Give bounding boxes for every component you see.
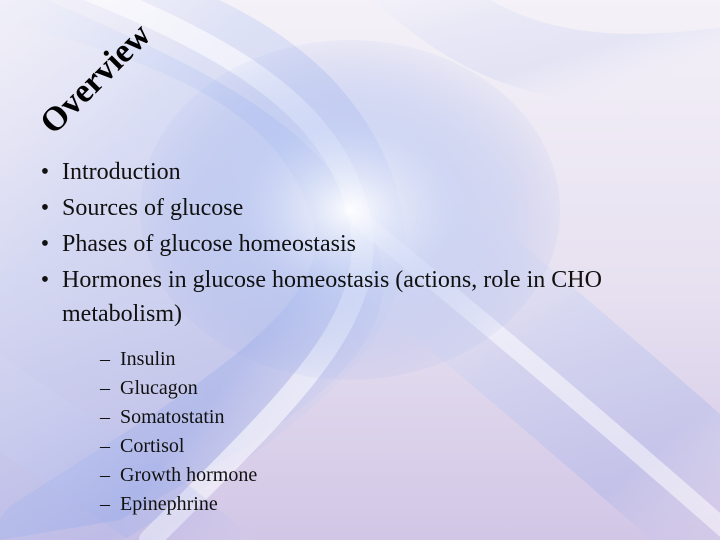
bullet-text: Phases of glucose homeostasis	[62, 227, 356, 261]
bullet-marker: •	[28, 155, 62, 189]
sub-bullet-text: Glucagon	[120, 374, 198, 402]
sub-bullet-item: – Epinephrine	[90, 490, 688, 518]
sub-bullet-marker: –	[90, 432, 120, 460]
bullet-text: Sources of glucose	[62, 191, 243, 225]
bullet-marker: •	[28, 191, 62, 225]
bullet-item: • Phases of glucose homeostasis	[28, 227, 688, 261]
bullet-marker: •	[28, 263, 62, 297]
sub-bullet-item: – Somatostatin	[90, 403, 688, 431]
bullet-item: • Hormones in glucose homeostasis (actio…	[28, 263, 688, 331]
bullet-marker: •	[28, 227, 62, 261]
sub-bullet-text: Somatostatin	[120, 403, 224, 431]
sub-bullet-item: – Insulin	[90, 345, 688, 373]
sub-bullet-marker: –	[90, 490, 120, 518]
bullet-item: • Introduction	[28, 155, 688, 189]
slide: Overview • Introduction • Sources of glu…	[0, 0, 720, 540]
bullet-text: Introduction	[62, 155, 181, 189]
sub-bullet-text: Insulin	[120, 345, 176, 373]
bullet-list: • Introduction • Sources of glucose • Ph…	[28, 155, 688, 519]
slide-title: Overview	[33, 16, 159, 142]
sub-bullet-text: Epinephrine	[120, 490, 218, 518]
sub-bullet-item: – Glucagon	[90, 374, 688, 402]
bullet-item: • Sources of glucose	[28, 191, 688, 225]
sub-bullet-text: Cortisol	[120, 432, 184, 460]
sub-bullet-marker: –	[90, 345, 120, 373]
sub-bullet-marker: –	[90, 461, 120, 489]
sub-bullet-marker: –	[90, 403, 120, 431]
sub-bullet-text: Growth hormone	[120, 461, 257, 489]
sub-bullet-list: – Insulin – Glucagon – Somatostatin – Co…	[90, 345, 688, 518]
bullet-text: Hormones in glucose homeostasis (actions…	[62, 263, 688, 331]
sub-bullet-item: – Growth hormone	[90, 461, 688, 489]
content-layer: Overview • Introduction • Sources of glu…	[0, 0, 720, 540]
sub-bullet-item: – Cortisol	[90, 432, 688, 460]
sub-bullet-marker: –	[90, 374, 120, 402]
